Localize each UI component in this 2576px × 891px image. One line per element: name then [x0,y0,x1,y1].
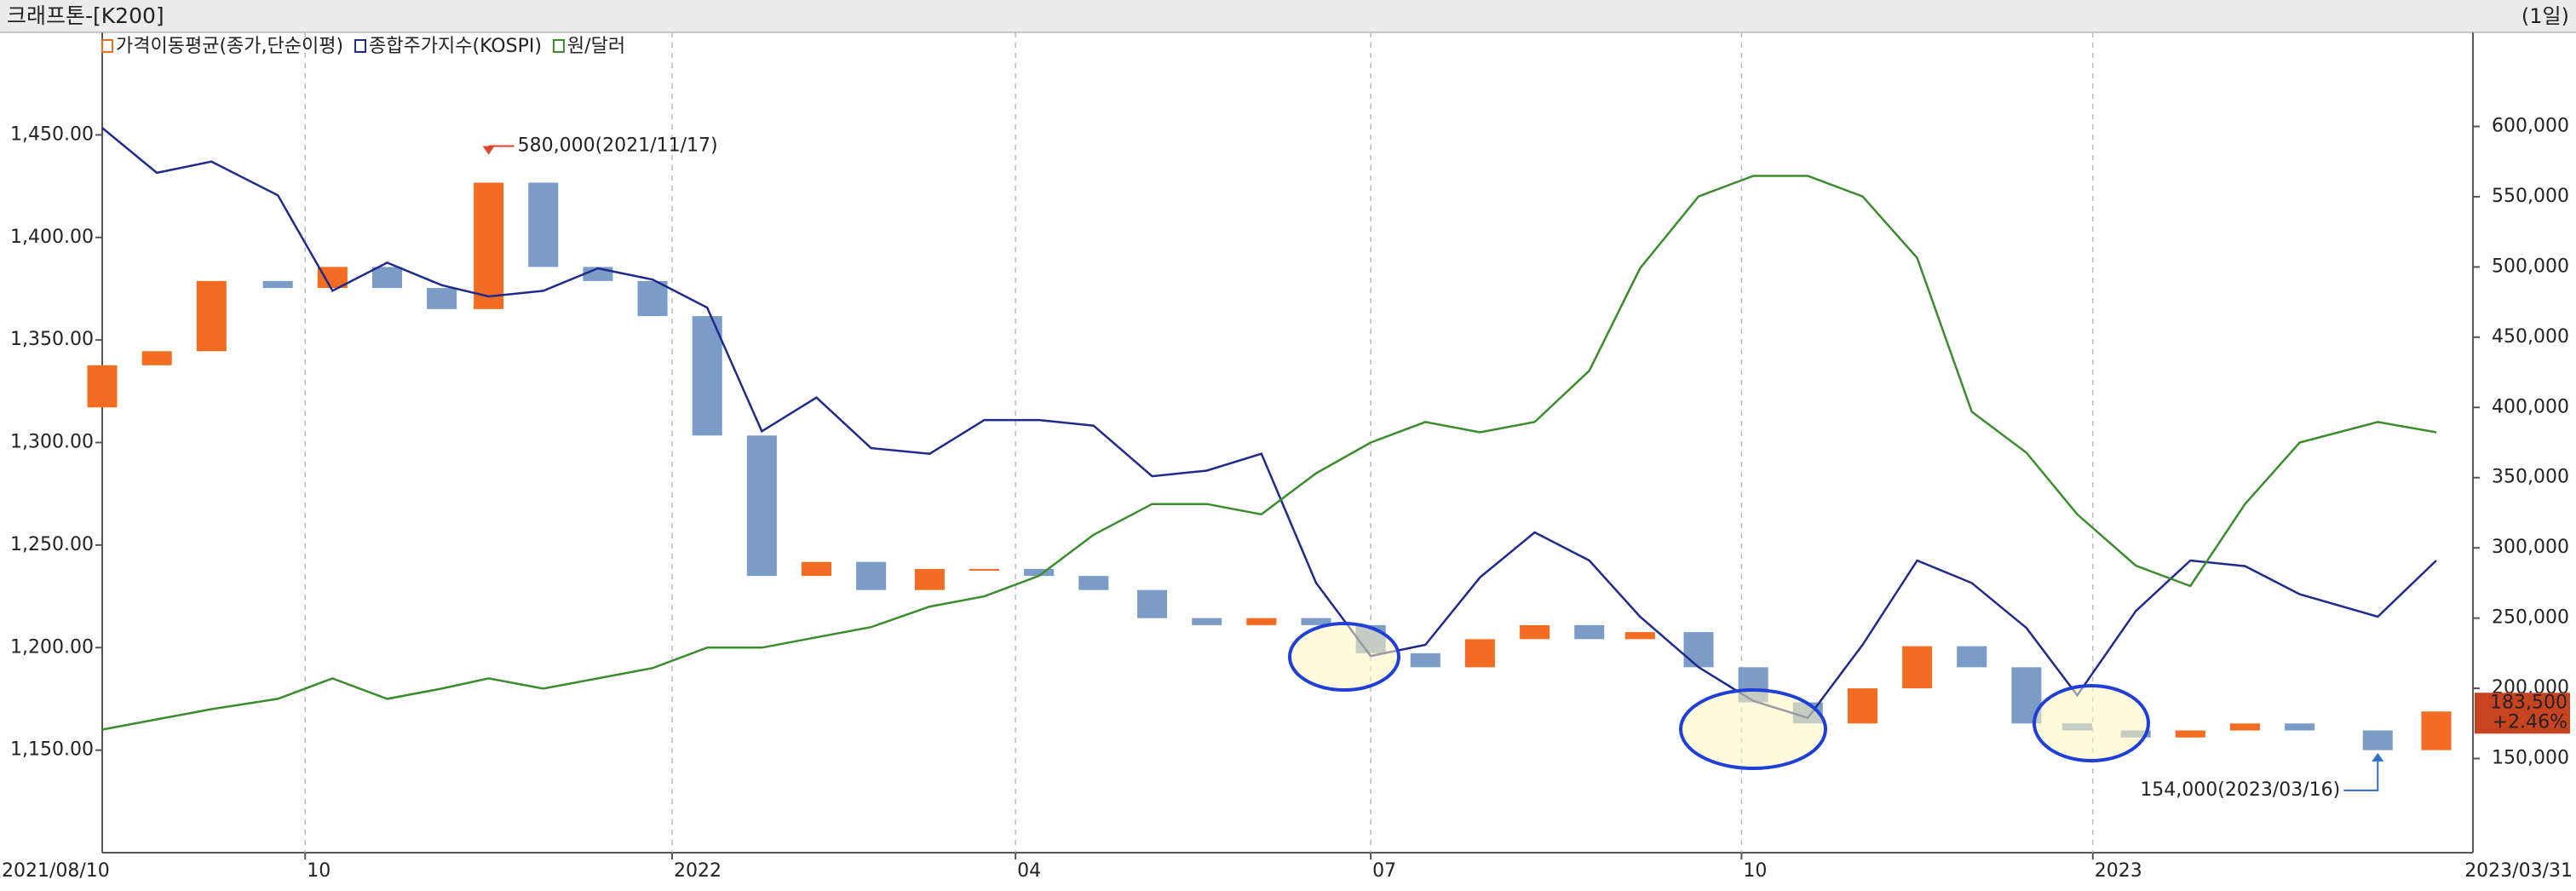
candle [262,280,293,289]
y-tick-label: 1,150.00 [10,739,94,761]
candle [1902,646,1933,689]
x-tick-label: 04 [1017,860,1041,882]
candle [371,267,403,289]
candle [2229,723,2261,731]
candle [637,280,668,317]
series-line [101,175,2437,731]
legend-label: 원/달러 [567,36,625,57]
candle [1683,632,1714,668]
candle [2175,730,2205,738]
y-tick-label: 1,400.00 [10,227,94,248]
highlight-ellipse [2033,684,2150,762]
candle [1301,618,1331,625]
candle [856,561,887,590]
candle [1192,618,1222,625]
highlights [1288,622,2150,770]
candle [1078,576,1109,590]
price-tag-label: 183,500 [2490,692,2567,713]
candle [2285,723,2315,731]
candle [801,561,832,577]
candle [969,568,1000,571]
x-tick-label: 2023/03/31 [2464,860,2573,882]
x-tick-label: 2023 [2095,860,2142,882]
y2-tick-label: 600,000 [2492,115,2569,136]
candle [746,435,777,577]
candle [1410,652,1440,668]
period-label: (1일) [2521,4,2569,28]
y2-tick-label: 350,000 [2492,467,2569,488]
candle [2362,730,2393,750]
candle [1520,624,1550,640]
legend-label: 가격이동평균(종가,단순이평) [116,36,343,57]
x-tick-label: 10 [307,860,331,882]
highlight-ellipse [1679,688,1827,770]
y2-tick-label: 300,000 [2492,537,2569,558]
y-tick-label: 1,450.00 [10,124,94,145]
candle [692,316,722,436]
annotation-label: 154,000(2023/03/16) [2140,779,2340,801]
candle [1957,646,1987,668]
y2-tick-label: 400,000 [2492,396,2569,417]
chart-title: 크래프톤-[K200] [7,3,164,28]
candle [1024,568,1055,577]
candle [427,288,457,309]
annotation-marker [482,146,495,155]
header-bar [0,0,2576,32]
candle [141,351,172,365]
price-tag [2475,693,2570,734]
candle [2421,711,2452,750]
y2-tick-label: 250,000 [2492,607,2569,629]
y-tick-label: 1,350.00 [10,329,94,350]
candle [528,182,559,267]
legend-label: 종합주가지수(KOSPI) [369,36,542,57]
y2-tick-label: 150,000 [2492,748,2569,769]
legend-swatch [552,39,565,53]
x-tick-label: 07 [1372,860,1396,882]
annotation-marker [2372,752,2384,762]
x-tick-label: 10 [1743,860,1767,882]
y-tick-label: 1,200.00 [10,636,94,658]
candle [914,568,945,590]
y2-tick-label: 450,000 [2492,326,2569,348]
y-tick-label: 1,300.00 [10,432,94,453]
x-tick-label: 2021/08/10 [2,860,110,882]
highlight-ellipse [1288,622,1400,692]
candle [1574,624,1605,640]
candle [196,280,227,352]
candle [1624,632,1655,640]
y2-tick-label: 550,000 [2492,186,2569,207]
y-tick-label: 1,250.00 [10,534,94,555]
candle [87,365,118,408]
candle [1464,639,1495,668]
annotation-leader [2343,761,2379,791]
candle [1847,688,1877,724]
candle [1246,618,1277,625]
annotation-label: 580,000(2021/11/17) [518,135,718,156]
x-tick-label: 2022 [674,860,722,882]
y2-tick-label: 500,000 [2492,256,2569,277]
legend-swatch [354,39,367,53]
change-label: +2.46% [2493,711,2567,733]
legend-swatch [101,39,113,53]
candle [474,182,504,309]
series-line [101,127,2437,720]
candle [1137,589,1168,618]
